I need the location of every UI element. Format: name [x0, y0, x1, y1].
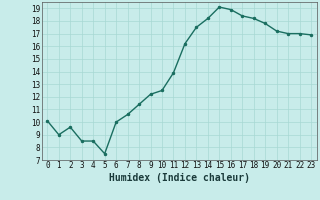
X-axis label: Humidex (Indice chaleur): Humidex (Indice chaleur) [109, 173, 250, 183]
